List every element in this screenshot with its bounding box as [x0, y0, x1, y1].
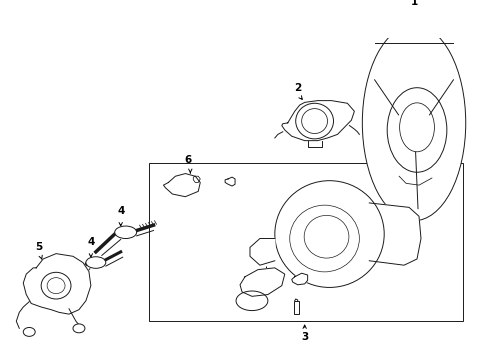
Polygon shape	[369, 203, 421, 265]
Ellipse shape	[362, 25, 466, 221]
Bar	[294, 301, 299, 314]
Text: 1: 1	[411, 0, 417, 7]
Ellipse shape	[304, 215, 349, 258]
Polygon shape	[240, 268, 285, 296]
Ellipse shape	[290, 205, 359, 272]
Polygon shape	[292, 273, 308, 285]
Ellipse shape	[275, 181, 384, 287]
Ellipse shape	[302, 109, 327, 134]
Text: 3: 3	[301, 332, 308, 342]
Text: 2: 2	[294, 84, 301, 94]
Ellipse shape	[295, 103, 334, 139]
Text: 6: 6	[185, 155, 192, 165]
Polygon shape	[23, 254, 91, 314]
Polygon shape	[250, 239, 275, 265]
Ellipse shape	[23, 328, 35, 336]
Polygon shape	[164, 174, 200, 197]
Text: 4: 4	[87, 237, 95, 247]
Ellipse shape	[73, 324, 85, 333]
Ellipse shape	[400, 103, 435, 152]
Ellipse shape	[236, 291, 268, 311]
Polygon shape	[282, 100, 354, 141]
Ellipse shape	[86, 257, 106, 268]
Ellipse shape	[47, 278, 65, 294]
Ellipse shape	[387, 88, 447, 172]
Text: 4: 4	[117, 206, 124, 216]
Text: 5: 5	[36, 242, 43, 252]
Bar	[148, 163, 463, 321]
Text: 6: 6	[266, 253, 273, 264]
Ellipse shape	[115, 226, 137, 239]
Ellipse shape	[41, 272, 71, 299]
